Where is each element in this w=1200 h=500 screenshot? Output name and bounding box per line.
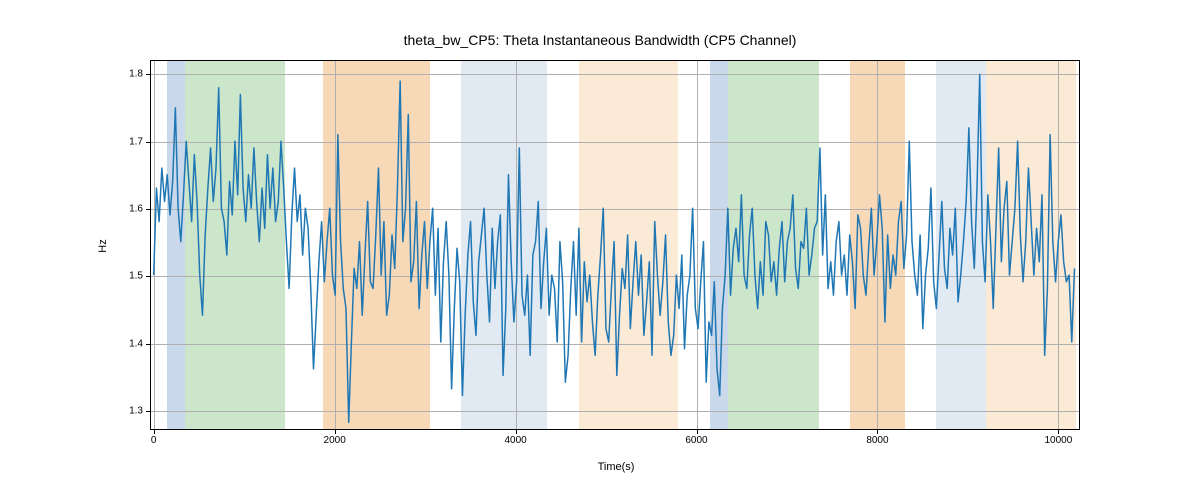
y-tick-label: 1.8 [129, 69, 151, 80]
plot-area [151, 61, 1079, 429]
x-axis-label: Time(s) [598, 461, 635, 473]
y-axis-label: Hz [97, 239, 109, 252]
line-series [151, 61, 1079, 429]
y-tick-label: 1.7 [129, 136, 151, 147]
x-tick-label: 0 [151, 429, 157, 446]
figure: theta_bw_CP5: Theta Instantaneous Bandwi… [0, 0, 1200, 500]
y-tick-label: 1.5 [129, 271, 151, 282]
x-tick-label: 10000 [1044, 429, 1072, 446]
chart-title: theta_bw_CP5: Theta Instantaneous Bandwi… [0, 32, 1200, 48]
x-tick-label: 2000 [324, 429, 346, 446]
y-tick-label: 1.3 [129, 405, 151, 416]
axes: Hz Time(s) 1.31.41.51.61.71.802000400060… [150, 60, 1080, 430]
y-tick-label: 1.6 [129, 204, 151, 215]
x-tick-label: 8000 [866, 429, 888, 446]
y-tick-label: 1.4 [129, 338, 151, 349]
x-tick-label: 6000 [685, 429, 707, 446]
x-tick-label: 4000 [504, 429, 526, 446]
